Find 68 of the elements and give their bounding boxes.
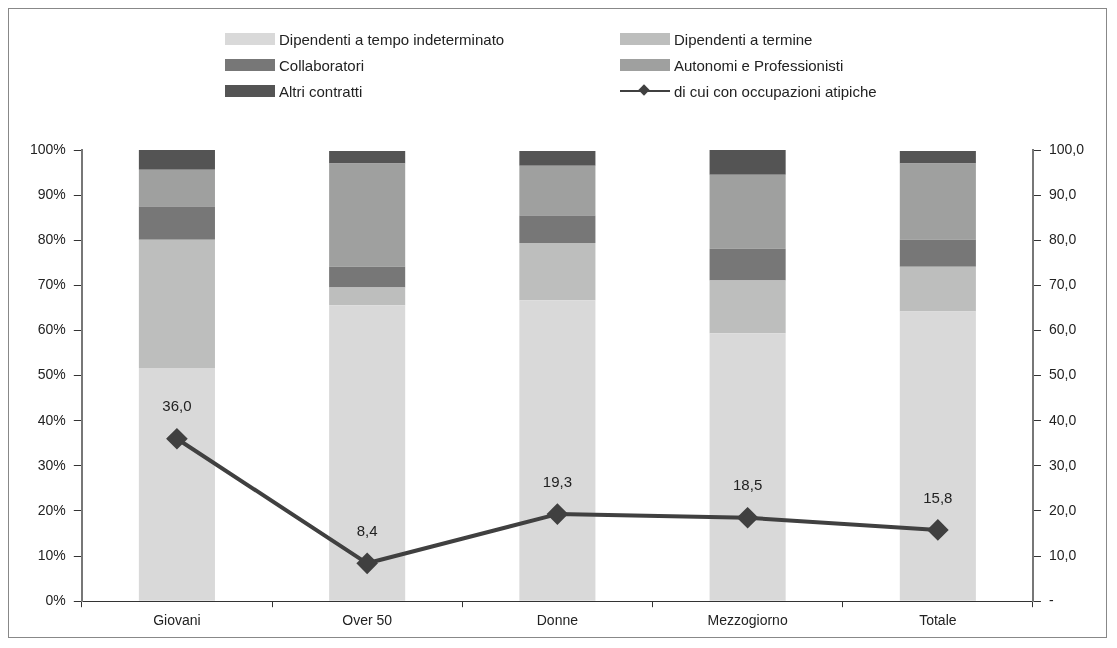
y-tick-label: 100% — [29, 140, 66, 157]
y2-tick-label: 90,0 — [1048, 185, 1077, 202]
y-tick-label: 10% — [37, 546, 66, 563]
bar — [138, 169, 215, 207]
bar — [709, 333, 786, 601]
bar — [138, 367, 215, 601]
point — [547, 504, 568, 525]
bar — [899, 239, 976, 267]
x-tick-label: Mezzogiorno — [707, 612, 788, 629]
y2-tick-label: 50,0 — [1048, 366, 1077, 383]
bar — [138, 150, 215, 170]
y2-tick-label: 20,0 — [1048, 501, 1077, 518]
y-tick-label: 80% — [37, 231, 66, 248]
legend-label: Autonomi e Professionisti — [674, 56, 844, 74]
data-label: 36,0 — [162, 397, 192, 415]
bar — [709, 248, 786, 281]
legend-label: di cui con occupazioni atipiche — [674, 82, 877, 100]
y-tick-label: 30% — [37, 456, 66, 473]
point — [737, 507, 758, 528]
bar — [709, 174, 786, 249]
bar — [138, 206, 215, 240]
x-tick-label: Totale — [919, 612, 957, 629]
y-tick-label: 20% — [37, 501, 66, 518]
bar — [519, 300, 596, 601]
y2-tick-label: 40,0 — [1048, 411, 1077, 428]
bar — [519, 150, 596, 166]
bar — [709, 280, 786, 334]
legend-label: Dipendenti a termine — [674, 30, 813, 48]
bar — [329, 266, 406, 288]
data-label: 8,4 — [356, 521, 378, 539]
bar — [329, 163, 406, 267]
y-tick-label: 40% — [37, 411, 66, 428]
bar — [329, 150, 406, 164]
bar — [709, 150, 786, 175]
y-tick-label: 0% — [45, 592, 66, 609]
legend-label: Dipendenti a tempo indeterminato — [279, 30, 505, 48]
y-tick-label: 70% — [37, 276, 66, 293]
bar — [138, 239, 215, 368]
y2-tick-label: 30,0 — [1048, 456, 1077, 473]
bar — [899, 311, 976, 601]
point — [166, 428, 187, 449]
bar — [899, 163, 976, 240]
bar — [519, 242, 596, 301]
y2-tick-label: 100,0 — [1048, 140, 1085, 157]
bar — [519, 215, 596, 243]
data-label: 18,5 — [733, 476, 763, 494]
bar — [329, 287, 406, 306]
bar — [899, 266, 976, 312]
bar — [329, 305, 406, 601]
legend-label: Altri contratti — [279, 82, 363, 100]
bar — [519, 165, 596, 216]
y2-tick-label: 70,0 — [1048, 276, 1077, 293]
y-tick-label: 50% — [37, 366, 66, 383]
y-tick-label: 60% — [37, 321, 66, 338]
data-label: 15,8 — [923, 488, 953, 506]
point — [927, 519, 948, 540]
x-tick-label: Giovani — [153, 612, 201, 629]
x-tick-label: Over 50 — [342, 612, 393, 629]
y2-tick-label: - — [1048, 592, 1054, 609]
y2-tick-label: 60,0 — [1048, 321, 1077, 338]
y-tick-label: 90% — [37, 185, 66, 202]
x-tick-label: Donne — [536, 612, 579, 629]
legend-label: Collaboratori — [279, 56, 365, 74]
bar — [899, 150, 976, 164]
point — [357, 553, 378, 574]
data-label: 19,3 — [542, 472, 572, 490]
y2-tick-label: 10,0 — [1048, 546, 1077, 563]
y2-tick-label: 80,0 — [1048, 231, 1077, 248]
